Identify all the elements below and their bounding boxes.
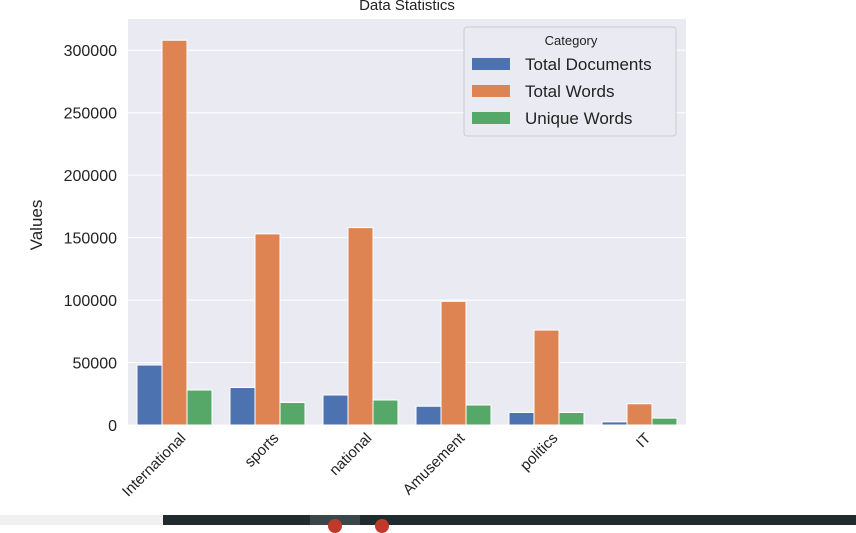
y-tick-label: 0 [108, 418, 117, 435]
bars [136, 39, 678, 426]
x-tick-label: International [119, 430, 189, 500]
legend[interactable]: Category Total Documents Total Words Uniqu… [463, 26, 677, 137]
x-tick-label: politics [517, 430, 561, 474]
bar-total-words [254, 233, 281, 426]
bar-unique-words [465, 404, 492, 426]
bar-unique-words [651, 417, 678, 426]
x-tick-label: national [326, 430, 375, 479]
bar-total-documents [136, 364, 163, 426]
bar-total-documents [601, 421, 628, 426]
legend-swatch [472, 112, 510, 124]
y-tick-labels: 0 50000 100000 150000 200000 250000 300000 [64, 43, 117, 435]
bar-unique-words [279, 402, 306, 426]
y-tick-label: 100000 [64, 293, 117, 310]
bar-total-documents [508, 412, 535, 426]
y-tick-label: 150000 [64, 231, 117, 248]
legend-label: Total Documents [525, 55, 652, 74]
app-icon[interactable] [328, 519, 342, 533]
y-tick-label: 200000 [64, 168, 117, 185]
x-tick-label: sports [241, 430, 282, 471]
legend-swatch [472, 58, 510, 70]
bar-total-words [161, 39, 188, 426]
legend-swatch [472, 85, 510, 97]
legend-label: Unique Words [525, 109, 632, 128]
bar-total-documents [322, 394, 349, 426]
bar-unique-words [558, 412, 585, 426]
bar-total-words [347, 227, 374, 426]
y-axis-label: Values [27, 200, 46, 251]
bar-unique-words [186, 389, 213, 426]
y-tick-label: 50000 [73, 356, 118, 373]
bar-total-words [626, 403, 653, 426]
x-tick-label: IT [633, 430, 654, 451]
legend-title: Category [545, 33, 598, 48]
chart-title: Data Statistics [359, 0, 455, 14]
bar-total-documents [415, 405, 442, 426]
x-tick-labels: International sports national Amusement poli… [119, 429, 654, 500]
bar-unique-words [372, 399, 399, 426]
x-tick-label: Amusement [400, 429, 469, 498]
app-icon[interactable] [375, 519, 389, 533]
legend-label: Total Words [525, 82, 614, 101]
y-tick-label: 250000 [64, 106, 117, 123]
y-tick-label: 300000 [64, 43, 117, 60]
bar-total-words [533, 329, 560, 426]
legend-box [463, 26, 677, 137]
bar-chart: 0 50000 100000 150000 200000 250000 300000 Int… [27, 0, 686, 500]
bar-total-words [440, 300, 467, 426]
bar-total-documents [229, 387, 256, 426]
taskbar-dark [163, 515, 856, 525]
